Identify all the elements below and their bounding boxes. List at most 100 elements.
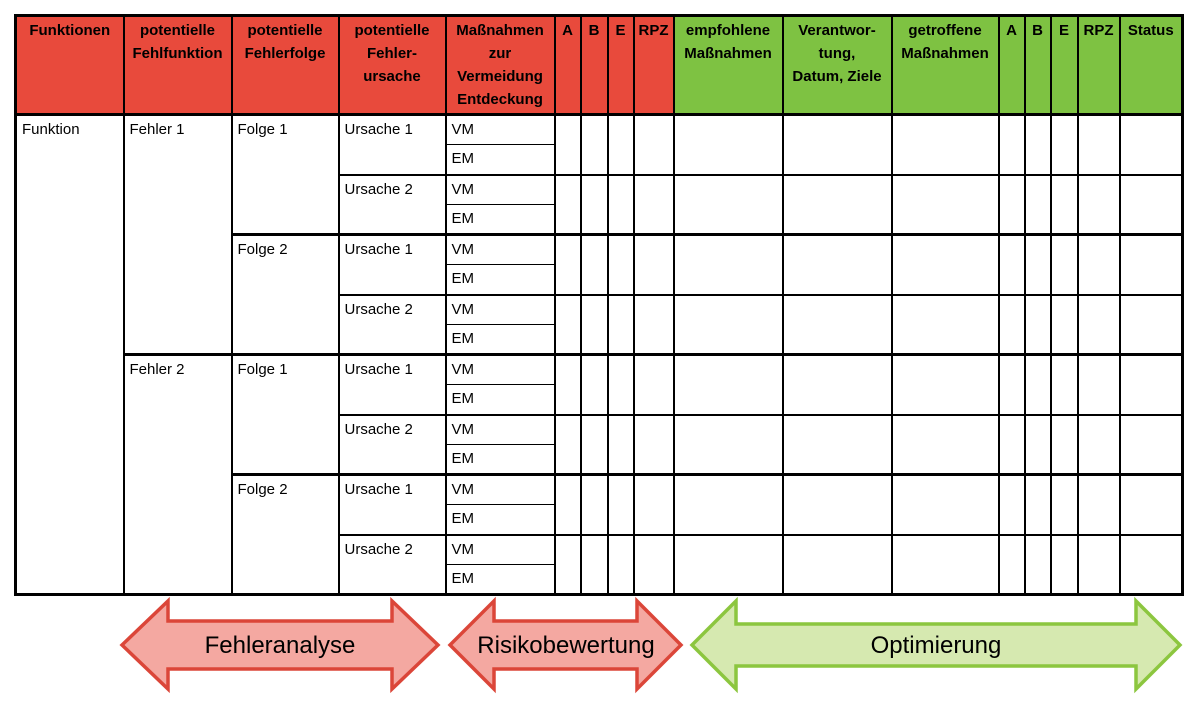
header-b2: B [1023,14,1052,116]
table-row: Ursache 2 VM [16,413,1184,475]
empty-e1-cell [606,114,635,175]
empty-a2-cell [997,173,1026,235]
empty-b1-cell [579,533,609,595]
empty-e2-cell [1049,413,1079,475]
empty-a2-cell [997,473,1026,535]
optimierung-arrow: Optimierung [689,596,1183,694]
empty-rpz2-cell [1076,173,1121,235]
empty-e1-cell [606,473,635,535]
header-a1: A [553,14,582,116]
empty-b1-cell [579,293,609,355]
arrow-label: Optimierung [871,632,1002,659]
table-row: Ursache 2 VM [16,173,1184,235]
table-row: Folge 2 Ursache 1 VM [16,233,1184,355]
empty-a2-cell [997,233,1026,295]
empty-getroffene-massnahmen-cell [890,533,1000,595]
folge-cell: Folge 2 [230,233,340,355]
empty-a1-cell [553,413,582,475]
table-row: EM [16,564,1183,595]
massnahme-type-cell: EM [444,444,556,475]
double-arrow-shape [689,596,1183,694]
massnahme-type-cell: EM [444,264,556,295]
massnahme-type-cell: VM [444,413,556,445]
empty-rpz2-cell [1076,533,1121,595]
empty-b2-cell [1023,353,1052,415]
empty-status-cell [1118,233,1184,295]
empty-getroffene-massnahmen-cell [890,293,1000,355]
table-row: Funktion Fehler 1 Folge 1 Ursache 1 VM [14,114,1184,595]
empty-status-cell [1118,293,1184,355]
empty-a2-cell [997,353,1026,415]
empty-verantwortung-cell [781,114,893,175]
arrow-label: Risikobewertung [477,632,654,659]
empty-e1-cell [606,233,635,295]
empty-a1-cell [553,293,582,355]
empty-e2-cell [1049,293,1079,355]
table-row: EM [16,444,1183,475]
massnahme-type-cell: VM [444,533,556,565]
ursache-cell: Ursache 1 [337,353,447,415]
empty-b2-cell [1023,114,1052,175]
empty-verantwortung-cell [781,293,893,355]
header-verantwortung: Verantwor- tung, Datum, Ziele [781,14,893,116]
empty-e2-cell [1049,233,1079,295]
empty-getroffene-massnahmen-cell [890,114,1000,175]
empty-rpz2-cell [1076,473,1121,535]
empty-e2-cell [1049,353,1079,415]
empty-status-cell [1118,533,1184,595]
empty-e2-cell [1049,114,1079,175]
empty-b1-cell [579,114,609,175]
empty-status-cell [1118,353,1184,415]
empty-status-cell [1118,114,1184,175]
table-row: Folge 2 Ursache 1 VM [16,473,1184,595]
risikobewertung-arrow: Risikobewertung [447,596,684,694]
empty-getroffene-massnahmen-cell [890,353,1000,415]
empty-status-cell [1118,413,1184,475]
header-massnahmen-vermeidung: Maßnahmen zur Vermeidung Entdeckung [444,14,556,116]
empty-empfohlene-massnahmen-cell [672,353,784,415]
empty-rpz2-cell [1076,293,1121,355]
massnahme-type-cell: EM [444,204,556,235]
massnahme-type-cell: EM [444,504,556,535]
empty-status-cell [1118,173,1184,235]
ursache-cell: Ursache 2 [337,413,447,475]
folge-cell: Folge 2 [230,473,340,595]
empty-empfohlene-massnahmen-cell [672,173,784,235]
phase-arrows: Fehleranalyse Risikobewertung Optimierun… [119,596,1183,694]
empty-rpz1-cell [632,473,675,535]
table-row: Fehler 2 Folge 1 Ursache 1 VM [16,353,1184,595]
empty-a1-cell [553,473,582,535]
header-a2: A [997,14,1026,116]
empty-empfohlene-massnahmen-cell [672,233,784,295]
empty-rpz1-cell [632,533,675,595]
empty-b1-cell [579,173,609,235]
ursache-cell: Ursache 1 [337,473,447,535]
empty-verantwortung-cell [781,353,893,415]
massnahme-type-cell: VM [444,473,556,505]
empty-a2-cell [997,533,1026,595]
empty-a1-cell [553,114,582,175]
empty-b2-cell [1023,233,1052,295]
table-row: Ursache 2 VM [16,293,1184,355]
header-pot-fehlerursache: potentielle Fehler- ursache [337,14,447,116]
table-row: EM [16,144,1183,175]
massnahme-type-cell: VM [444,353,556,385]
massnahme-type-cell: EM [444,144,556,175]
table-row: EM [16,324,1183,355]
header-status: Status [1118,14,1184,116]
empty-empfohlene-massnahmen-cell [672,293,784,355]
ursache-cell: Ursache 2 [337,533,447,595]
folge-cell: Folge 1 [230,353,340,475]
empty-e1-cell [606,353,635,415]
fehleranalyse-arrow: Fehleranalyse [119,596,441,694]
header-rpz1: RPZ [632,14,675,116]
empty-rpz2-cell [1076,114,1121,175]
header-rpz2: RPZ [1076,14,1121,116]
empty-empfohlene-massnahmen-cell [672,533,784,595]
massnahme-type-cell: EM [444,564,556,595]
table-header: Funktionen potentielle Fehlfunktion potent… [14,14,1184,116]
double-arrow-shape [447,596,684,694]
table-body: Funktion Fehler 1 Folge 1 Ursache 1 VM EM Ursa… [14,114,1184,595]
header-e2: E [1049,14,1079,116]
